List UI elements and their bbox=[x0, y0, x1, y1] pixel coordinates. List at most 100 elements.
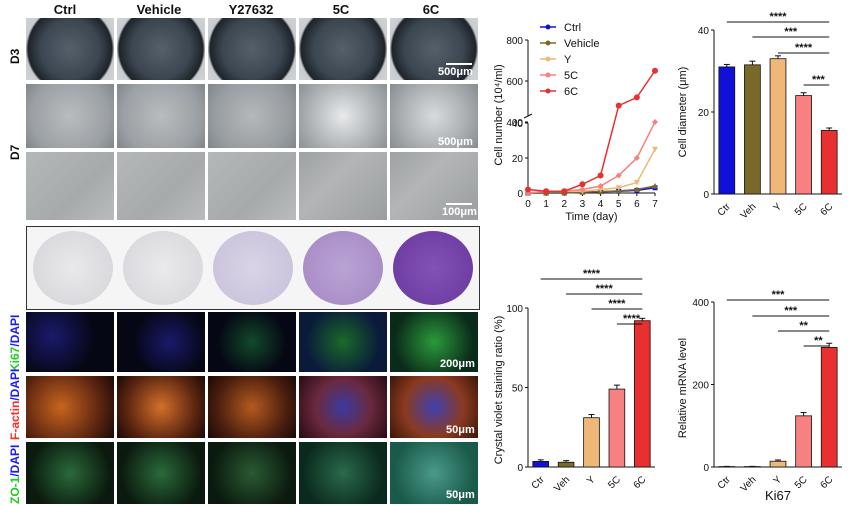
growth-legend-marker bbox=[545, 88, 551, 94]
col-header-vehicle: Vehicle bbox=[136, 2, 182, 17]
growth-point-Vehicle bbox=[652, 183, 658, 189]
growth-legend-label: 6C bbox=[564, 86, 578, 98]
crystal-violet-plate bbox=[26, 226, 480, 310]
micrograph-d3-vehicle bbox=[117, 18, 205, 80]
ki67-y-tick-label: 200 bbox=[692, 381, 709, 392]
fluor-ki67-5c bbox=[299, 312, 387, 372]
crystal-sig-label: **** bbox=[623, 313, 641, 325]
ki67-sig-label: *** bbox=[772, 289, 786, 301]
growth-y-axis-label: Cell number (10⁴/ml) bbox=[493, 64, 505, 165]
fluor-zo1-5c bbox=[299, 442, 387, 504]
growth-point-Y bbox=[597, 187, 604, 193]
crystal-sig-label: **** bbox=[596, 283, 614, 295]
growth-x-tick-label: 6 bbox=[634, 199, 640, 210]
fluor-zo1-ctrl bbox=[26, 442, 114, 504]
crystal-bar-5C bbox=[608, 388, 626, 468]
crystal-x-tick-label: 6C bbox=[632, 474, 649, 491]
diameter-x-tick-label: 6C bbox=[818, 201, 835, 218]
fluor-factin-y27632 bbox=[208, 376, 296, 438]
growth-point-6C bbox=[579, 181, 586, 188]
diameter-x-tick-label: Ctr bbox=[716, 201, 734, 219]
growth-series-line-Y bbox=[527, 148, 656, 194]
well-vehicle bbox=[123, 231, 203, 305]
growth-legend-marker bbox=[545, 40, 551, 46]
scale-bar-d3: 500μm bbox=[438, 66, 473, 78]
crystal-sig-label: **** bbox=[608, 298, 626, 310]
diameter-bar-Ctr bbox=[718, 66, 736, 195]
well-y27632 bbox=[213, 231, 293, 305]
growth-legend-marker bbox=[545, 56, 551, 62]
crystal-sig-label: **** bbox=[583, 268, 601, 280]
fluor-ki67-y27632 bbox=[208, 312, 296, 372]
ki67-bar-Y bbox=[769, 460, 787, 468]
growth-legend-marker bbox=[545, 24, 551, 30]
col-header-6c: 6C bbox=[422, 2, 440, 17]
diameter-sig-label: **** bbox=[795, 42, 813, 54]
growth-point-Y bbox=[615, 185, 622, 191]
micrograph-d7-high-vehicle bbox=[117, 152, 205, 220]
scale-line-d3 bbox=[446, 63, 472, 65]
diameter-sig-label: **** bbox=[769, 11, 787, 23]
micrograph-d7-high-y27632 bbox=[208, 152, 296, 220]
micrograph-d7-low-vehicle bbox=[117, 84, 205, 148]
crystal-bar-Veh bbox=[557, 461, 575, 468]
micrograph-d3-ctrl bbox=[26, 18, 114, 80]
scale-line-d7-high bbox=[446, 203, 472, 205]
micrograph-d7-low-5c bbox=[299, 84, 387, 148]
crystal-y-tick-label: 50 bbox=[512, 384, 524, 395]
fluor-factin-6c bbox=[390, 376, 478, 438]
diameter-bar-Veh bbox=[744, 64, 761, 195]
ki67-x-tick-label: Ctr bbox=[716, 474, 734, 492]
scale-bar-zo1: 50μm bbox=[446, 489, 475, 501]
diameter-y-tick-label: 0 bbox=[703, 190, 709, 201]
diameter-y-tick-label: 20 bbox=[698, 108, 710, 119]
micrograph-d3-6c bbox=[390, 18, 478, 80]
ki67-x-tick-label: Y bbox=[772, 474, 785, 487]
ki67-x-tick-label: 5C bbox=[793, 474, 810, 491]
growth-x-axis-label: Time (day) bbox=[565, 211, 617, 223]
crystal-y-tick-label: 100 bbox=[506, 304, 523, 315]
row-label-d7: D7 bbox=[8, 144, 22, 160]
row-label-factin: F-actin/DAPI bbox=[8, 368, 22, 440]
growth-point-6C bbox=[652, 67, 658, 74]
growth-y-tick-label: 0 bbox=[517, 189, 523, 200]
growth-legend-label: Ctrl bbox=[564, 22, 581, 34]
micrograph-d7-low-y27632 bbox=[208, 84, 296, 148]
scale-bar-d7-high: 100μm bbox=[442, 206, 477, 218]
growth-point-5C bbox=[615, 172, 622, 179]
micrograph-d3-y27632 bbox=[208, 18, 296, 80]
crystal-bar-Y bbox=[583, 417, 600, 468]
growth-x-tick-label: 5 bbox=[616, 199, 622, 210]
growth-y-tick-label: 20 bbox=[512, 154, 524, 165]
diameter-x-tick-label: Veh bbox=[739, 201, 759, 221]
growth-y-tick-label: 800 bbox=[506, 36, 523, 47]
growth-x-tick-label: 7 bbox=[652, 199, 658, 210]
crystal-y-axis-label: Crystal violet staining ratio (%) bbox=[493, 316, 505, 465]
growth-y-tick-label: 400 bbox=[506, 118, 523, 129]
col-header-ctrl: Ctrl bbox=[53, 2, 77, 17]
ki67-y-axis-label: Relative mRNA level bbox=[677, 338, 689, 438]
ki67-sig-label: ** bbox=[799, 320, 808, 332]
row-label-zo1: ZO-1/DAPI bbox=[8, 444, 22, 504]
well-5c bbox=[303, 231, 383, 305]
diameter-bar-6C bbox=[820, 130, 838, 195]
growth-point-6C bbox=[615, 102, 622, 109]
growth-point-Y bbox=[633, 180, 640, 186]
ki67-bar-5C bbox=[795, 415, 812, 468]
fluor-zo1-y27632 bbox=[208, 442, 296, 504]
growth-point-5C bbox=[633, 155, 640, 161]
fluor-ki67-ctrl bbox=[26, 312, 114, 372]
fluor-factin-vehicle bbox=[117, 376, 205, 438]
growth-point-6C bbox=[525, 186, 531, 193]
growth-series-line-Vehicle bbox=[528, 185, 656, 194]
ki67-sig-label: ** bbox=[814, 335, 823, 347]
crystal-bar-6C bbox=[634, 320, 651, 468]
growth-x-tick-label: 3 bbox=[580, 199, 586, 210]
ki67-x-tick-label: Veh bbox=[739, 474, 759, 494]
growth-legend-label: Y bbox=[564, 54, 572, 66]
diameter-y-tick-label: 40 bbox=[698, 26, 710, 37]
micrograph-d3-5c bbox=[299, 18, 387, 80]
growth-x-tick-label: 0 bbox=[525, 199, 531, 210]
diameter-bar-Y bbox=[769, 58, 787, 195]
